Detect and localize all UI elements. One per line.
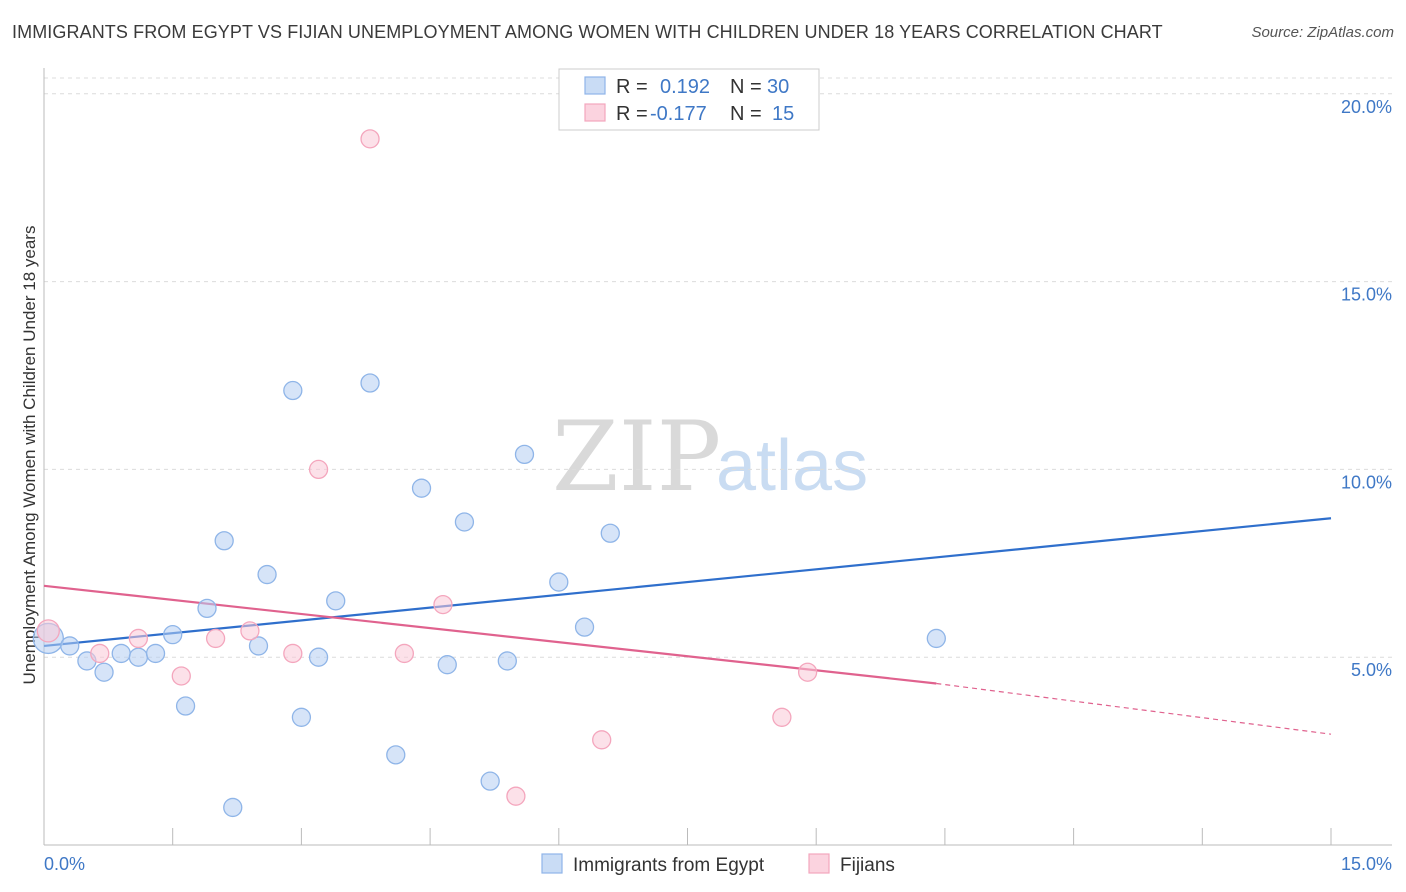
data-point-fijians: [128, 628, 149, 649]
chart-source: Source: ZipAtlas.com: [1251, 24, 1394, 41]
data-point-egypt: [111, 643, 131, 664]
legend-n-value-fijians: 15: [772, 103, 794, 125]
data-point-egypt: [454, 512, 475, 532]
y-tick-label: 20.0%: [1341, 97, 1392, 117]
axes: [43, 68, 1392, 846]
data-point-fijians: [506, 786, 526, 806]
data-point-egypt: [574, 617, 595, 637]
legend-n-value-egypt: 30: [767, 76, 789, 98]
data-point-fijians: [283, 643, 303, 664]
watermark-atlas: atlas: [716, 426, 868, 506]
data-point-egypt: [437, 655, 457, 675]
trend-line-fijians: [43, 584, 937, 685]
bottom-legend-label-egypt: Immigrants from Egypt: [573, 855, 765, 876]
chart-title: IMMIGRANTS FROM EGYPT VS FIJIAN UNEMPLOY…: [12, 22, 1163, 42]
data-point-egypt: [60, 636, 80, 656]
data-point-egypt: [326, 591, 346, 611]
y-axis-title: Unemployment Among Women with Children U…: [20, 226, 39, 685]
data-point-fijians: [308, 459, 329, 480]
y-tick-label: 5.0%: [1351, 660, 1392, 680]
data-point-egypt: [94, 662, 114, 682]
data-point-egypt: [248, 636, 269, 656]
data-point-egypt: [360, 373, 380, 393]
grid-lines: [44, 77, 1392, 658]
watermark: ZIP atlas: [552, 401, 868, 513]
data-point-egypt: [223, 797, 243, 818]
data-points: [32, 129, 946, 818]
x-tick-label-min: 0.0%: [44, 854, 85, 874]
legend-swatch-egypt: [584, 76, 606, 95]
data-point-egypt: [175, 696, 196, 716]
x-tick-label-max: 15.0%: [1341, 854, 1392, 874]
data-point-fijians: [36, 619, 60, 643]
data-point-fijians: [171, 666, 191, 686]
data-point-fijians: [797, 662, 818, 682]
legend-r-value-fijians: -0.177: [650, 103, 707, 125]
data-point-egypt: [411, 478, 432, 498]
data-point-egypt: [549, 572, 569, 592]
bottom-legend-swatch-egypt: [541, 853, 563, 874]
bottom-legend-swatch-fijians: [808, 853, 830, 874]
trend-lines: [43, 517, 1332, 735]
legend-n-label-fijians: N =: [730, 103, 762, 125]
data-point-egypt: [386, 745, 406, 765]
data-point-egypt: [214, 531, 234, 551]
data-point-egypt: [283, 380, 303, 401]
y-tick-labels: 5.0% 10.0% 15.0% 20.0%: [1341, 97, 1392, 680]
data-point-egypt: [497, 651, 517, 671]
data-point-egypt: [514, 444, 535, 465]
data-point-fijians: [360, 129, 380, 149]
trend-line-fijians-extension: [936, 682, 1332, 735]
y-tick-label: 10.0%: [1341, 472, 1392, 492]
data-point-egypt: [600, 523, 620, 543]
legend-n-label-egypt: N =: [730, 76, 762, 98]
data-point-fijians: [394, 643, 415, 664]
data-point-egypt: [257, 564, 277, 585]
data-point-fijians: [205, 628, 226, 649]
data-point-egypt: [308, 647, 329, 667]
data-point-fijians: [240, 621, 260, 641]
bottom-legend-label-fijians: Fijians: [840, 855, 895, 876]
data-point-egypt: [128, 647, 149, 667]
data-point-fijians: [433, 594, 453, 615]
data-point-fijians: [592, 730, 612, 750]
data-point-fijians: [90, 643, 110, 664]
legend-swatch-fijians: [584, 103, 606, 122]
trend-line-egypt: [43, 517, 1332, 648]
y-tick-label: 15.0%: [1341, 285, 1392, 305]
legend-r-value-egypt: 0.192: [660, 76, 710, 98]
legend-box: R = 0.192 N = 30 R = -0.177 N = 15: [558, 68, 820, 131]
data-point-egypt: [145, 643, 166, 664]
data-point-egypt: [163, 625, 183, 645]
data-point-egypt: [291, 707, 312, 727]
data-point-egypt: [480, 771, 500, 791]
legend-r-label-egypt: R =: [616, 76, 648, 98]
watermark-zip: ZIP: [552, 401, 721, 513]
data-point-fijians: [772, 707, 792, 727]
bottom-legend: Immigrants from Egypt Fijians: [541, 853, 895, 876]
data-point-egypt: [197, 598, 217, 619]
data-point-egypt: [926, 628, 946, 649]
legend-r-label-fijians: R =: [616, 103, 648, 125]
x-tick-labels: 0.0% 15.0%: [44, 854, 1392, 874]
